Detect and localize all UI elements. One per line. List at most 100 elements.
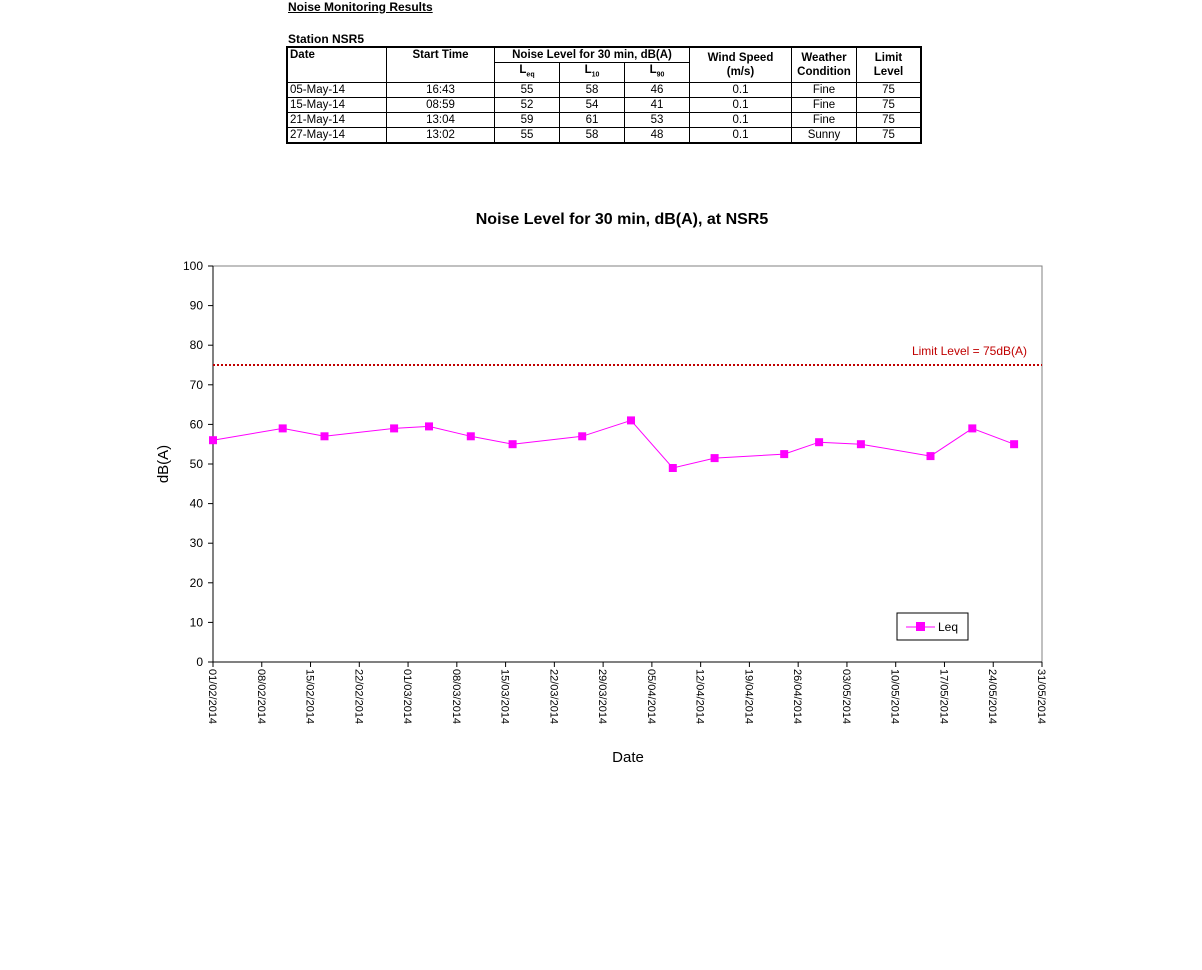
cell-wind: 0.1 — [689, 112, 792, 129]
cell-limit: 75 — [856, 127, 922, 144]
header-leq-sub: eq — [526, 71, 535, 79]
header-l10-main: L — [584, 64, 592, 76]
y-tick-label: 30 — [190, 536, 204, 550]
x-tick-label: 29/03/2014 — [596, 669, 608, 724]
legend-label: Leq — [938, 620, 958, 634]
y-tick-label: 0 — [196, 655, 203, 669]
data-point — [856, 440, 865, 449]
header-l10-sub: 10 — [591, 71, 600, 79]
header-start-time: Start Time — [386, 46, 495, 84]
cell-l10: 54 — [559, 97, 625, 114]
data-point — [668, 464, 677, 472]
header-limit-line1: Limit — [874, 52, 903, 65]
x-tick-label: 03/05/2014 — [840, 669, 852, 724]
cell-l90: 48 — [624, 127, 690, 144]
cell-l10: 58 — [559, 127, 625, 144]
header-weather-line1: Weather — [801, 52, 847, 65]
y-tick-label: 70 — [190, 378, 204, 392]
report-heading: Noise Monitoring Results — [288, 0, 433, 14]
data-point — [710, 454, 719, 463]
header-leq-main: L — [519, 64, 527, 76]
y-tick-label: 100 — [183, 259, 203, 273]
x-tick-label: 19/04/2014 — [742, 669, 754, 724]
header-l90: L90 — [624, 61, 690, 84]
header-l90-main: L — [649, 64, 657, 76]
x-tick-label: 22/02/2014 — [352, 669, 364, 724]
y-axis-label: dB(A) — [155, 445, 172, 483]
noise-chart: Noise Level for 30 min, dB(A), at NSR5 0… — [155, 211, 1047, 766]
header-leq: Leq — [494, 61, 560, 84]
x-tick-label: 08/03/2014 — [450, 669, 462, 724]
x-tick-label: 24/05/2014 — [986, 669, 998, 724]
header-noise-level: Noise Level for 30 min, dB(A) — [494, 46, 690, 63]
cell-l10: 61 — [559, 112, 625, 129]
cell-time: 16:43 — [386, 82, 495, 99]
y-tick-label: 10 — [190, 615, 204, 629]
station-label: Station NSR5 — [288, 32, 365, 46]
header-l10: L10 — [559, 61, 625, 84]
cell-time: 13:02 — [386, 127, 495, 144]
x-tick-label: 26/04/2014 — [791, 669, 803, 724]
cell-l90: 41 — [624, 97, 690, 114]
cell-wind: 0.1 — [689, 82, 792, 99]
x-axis-label: Date — [612, 749, 644, 766]
cell-l90: 46 — [624, 82, 690, 99]
header-l90-sub: 90 — [656, 71, 665, 79]
header-date: Date — [286, 46, 387, 84]
y-ticks: 0 10 20 30 40 50 60 70 80 90 100 — [183, 259, 213, 669]
table-row: 05-May-14 16:43 55 58 46 0.1 Fine 75 — [286, 82, 922, 99]
data-point — [466, 432, 475, 441]
x-tick-label: 01/02/2014 — [206, 669, 218, 724]
data-point — [968, 424, 977, 433]
x-tick-label: 05/04/2014 — [645, 669, 657, 724]
cell-date: 05-May-14 — [286, 82, 387, 99]
data-point — [278, 424, 287, 433]
header-wind-line2: (m/s) — [726, 66, 755, 79]
data-point — [926, 452, 935, 461]
x-ticks: 01/02/2014 08/02/2014 15/02/2014 22/02/2014… — [206, 662, 1047, 724]
y-tick-label: 80 — [190, 338, 204, 352]
data-point — [780, 450, 789, 459]
data-point — [390, 424, 399, 433]
cell-leq: 55 — [494, 127, 560, 144]
cell-weather: Fine — [791, 97, 857, 114]
series-line — [212, 419, 1015, 469]
cell-date: 21-May-14 — [286, 112, 387, 129]
y-tick-label: 40 — [190, 497, 204, 511]
cell-weather: Fine — [791, 112, 857, 129]
legend-marker — [916, 622, 925, 631]
chart-title: Noise Level for 30 min, dB(A), at NSR5 — [476, 211, 769, 228]
x-tick-label: 22/03/2014 — [547, 669, 559, 724]
header-wind-speed: Wind Speed (m/s) — [689, 46, 792, 84]
table-subheader-row: Leq L10 L90 — [287, 61, 921, 84]
table-row: 21-May-14 13:04 59 61 53 0.1 Fine 75 — [286, 112, 922, 129]
series-layer — [209, 416, 1019, 472]
cell-date: 15-May-14 — [286, 97, 387, 114]
cell-date: 27-May-14 — [286, 127, 387, 144]
x-tick-label: 01/03/2014 — [401, 669, 413, 724]
data-point — [425, 422, 433, 431]
cell-wind: 0.1 — [689, 127, 792, 144]
cell-leq: 52 — [494, 97, 560, 114]
y-tick-label: 90 — [190, 299, 204, 313]
cell-time: 08:59 — [386, 97, 495, 114]
header-weather-line2: Condition — [797, 66, 851, 79]
data-point — [209, 436, 217, 445]
x-tick-label: 12/04/2014 — [694, 669, 706, 724]
legend: Leq — [896, 612, 969, 641]
plot-area — [212, 265, 1043, 663]
data-point — [320, 432, 329, 441]
header-weather: Weather Condition — [791, 46, 857, 84]
results-table: Date Start Time Noise Level for 30 min, … — [286, 46, 922, 145]
cell-time: 13:04 — [386, 112, 495, 129]
header-limit-line2: Level — [873, 66, 904, 79]
legend-box — [896, 612, 969, 641]
cell-limit: 75 — [856, 112, 922, 129]
limit-label: Limit Level = 75dB(A) — [912, 344, 1027, 358]
cell-wind: 0.1 — [689, 97, 792, 114]
cell-leq: 55 — [494, 82, 560, 99]
cell-limit: 75 — [856, 97, 922, 114]
header-limit: Limit Level — [856, 46, 922, 84]
y-tick-label: 60 — [190, 417, 204, 431]
data-point — [1010, 440, 1019, 449]
